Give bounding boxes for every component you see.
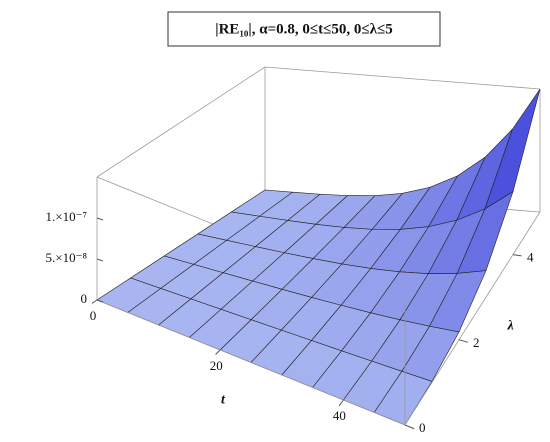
box-edge (404, 211, 541, 426)
x-tick-label: 20 (210, 358, 223, 373)
y-tick-label: 0 (419, 420, 426, 435)
x-tick-label: 0 (90, 308, 97, 323)
z-tick-label: 0 (81, 291, 88, 306)
z-tick-label: 1.×10⁻⁷ (46, 209, 87, 224)
x-tick (215, 349, 221, 355)
chart-title: |RE₁₀|, α=0.8, 0≤t≤50, 0≤λ≤5 (215, 21, 392, 37)
title-box (167, 11, 441, 47)
z-tick-label: 5.×10⁻⁸ (46, 250, 88, 265)
x-tick (91, 299, 98, 304)
z-tick (96, 258, 104, 262)
box-edge (96, 66, 266, 178)
y-tick (512, 254, 522, 257)
y-tick-label: 2 (473, 335, 480, 350)
y-tick (458, 339, 468, 343)
box-edge (96, 299, 406, 426)
x-axis-label: t (221, 393, 226, 408)
x-tick (338, 399, 344, 407)
y-tick-label: 4 (527, 250, 534, 265)
z-tick (96, 299, 104, 303)
y-axis-label: λ (507, 319, 514, 334)
z-tick (96, 217, 104, 221)
y-tick (404, 424, 415, 430)
x-tick-label: 40 (333, 408, 346, 423)
box-edge (264, 66, 541, 90)
